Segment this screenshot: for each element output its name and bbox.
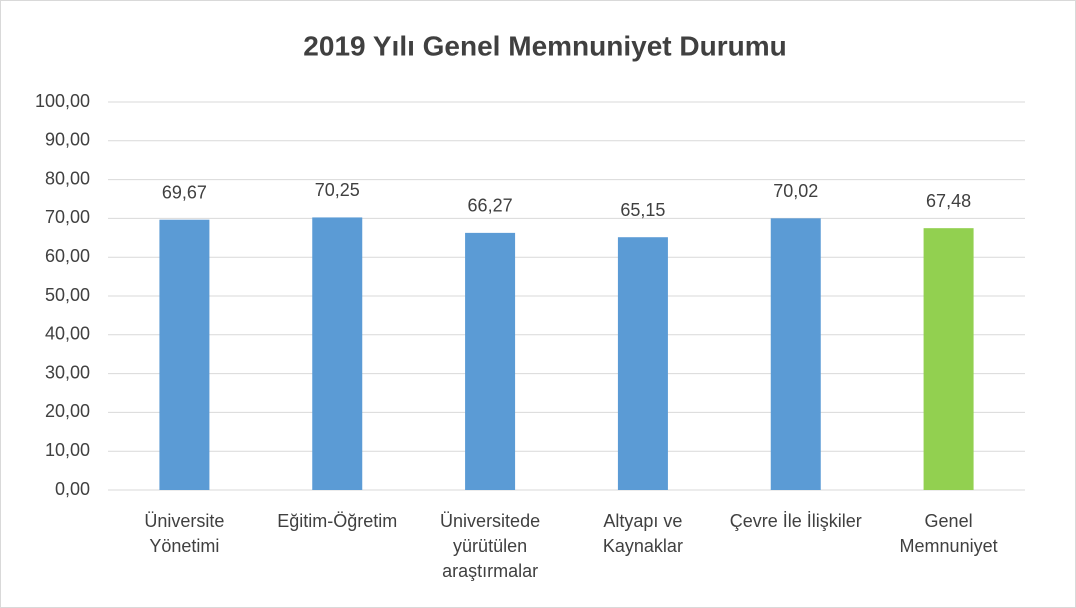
bar — [159, 219, 210, 490]
x-tick-label: Çevre İle İlişkiler — [730, 511, 862, 531]
bar — [465, 232, 516, 490]
x-tick-label: Üniversite Yönetimi — [144, 511, 224, 556]
data-label: 69,67 — [162, 182, 207, 202]
bar — [770, 218, 821, 491]
x-tick-label: Eğitim-Öğretim — [277, 511, 397, 531]
y-tick-label: 90,00 — [45, 130, 90, 150]
y-tick-label: 40,00 — [45, 324, 90, 344]
y-tick-label: 0,00 — [55, 479, 90, 499]
bar — [312, 217, 363, 490]
y-tick-label: 20,00 — [45, 401, 90, 421]
bar — [617, 237, 668, 490]
y-tick-label: 100,00 — [35, 91, 90, 111]
data-label: 70,25 — [315, 180, 360, 200]
y-tick-label: 70,00 — [45, 207, 90, 227]
y-tick-label: 30,00 — [45, 362, 90, 382]
x-tick-label: Üniversitede yürütülen araştırmalar — [440, 511, 540, 581]
data-label: 70,02 — [773, 181, 818, 201]
data-label: 67,48 — [926, 191, 971, 211]
x-tick-label: Genel Memnuniyet — [900, 511, 998, 556]
x-tick-label: Altyapı ve Kaynaklar — [603, 511, 683, 556]
bar — [923, 228, 974, 490]
y-tick-label: 80,00 — [45, 168, 90, 188]
y-tick-label: 60,00 — [45, 246, 90, 266]
y-tick-label: 10,00 — [45, 440, 90, 460]
data-label: 66,27 — [468, 196, 513, 216]
data-label: 65,15 — [620, 200, 665, 220]
chart-title: 2019 Yılı Genel Memnuniyet Durumu — [303, 30, 786, 61]
y-tick-label: 50,00 — [45, 285, 90, 305]
